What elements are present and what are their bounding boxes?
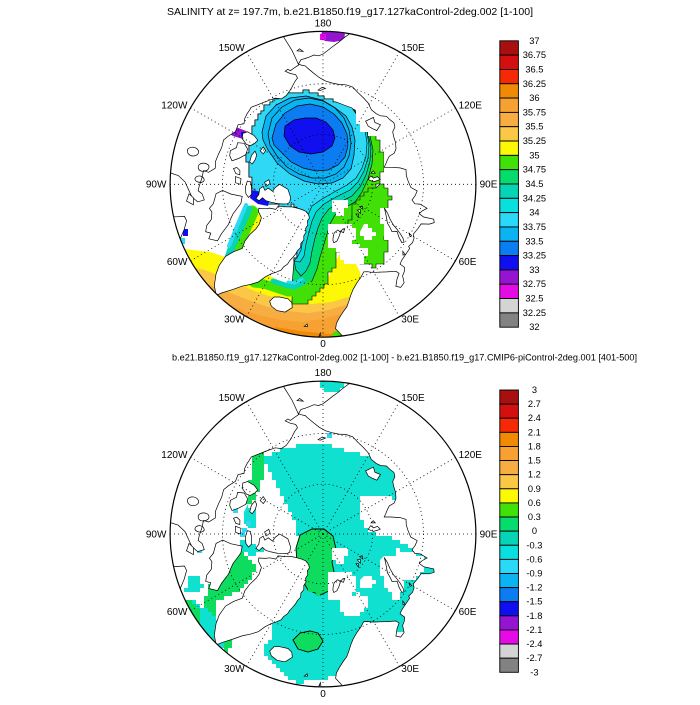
svg-text:2.1: 2.1 xyxy=(528,427,541,437)
svg-text:36.5: 36.5 xyxy=(525,64,543,74)
svg-text:-0.9: -0.9 xyxy=(526,569,542,579)
svg-text:150E: 150E xyxy=(401,393,425,404)
svg-text:90E: 90E xyxy=(480,529,498,540)
svg-text:34.5: 34.5 xyxy=(525,179,543,189)
svg-text:150E: 150E xyxy=(401,43,425,54)
svg-text:35: 35 xyxy=(529,150,539,160)
svg-text:2.7: 2.7 xyxy=(528,399,541,409)
svg-text:35.75: 35.75 xyxy=(523,107,546,117)
svg-text:60E: 60E xyxy=(459,607,477,618)
svg-text:120W: 120W xyxy=(161,101,188,112)
svg-text:60W: 60W xyxy=(167,607,188,618)
svg-text:34: 34 xyxy=(529,208,539,218)
svg-text:120E: 120E xyxy=(459,101,483,112)
svg-text:-1.5: -1.5 xyxy=(526,597,542,607)
svg-text:32.5: 32.5 xyxy=(525,294,543,304)
svg-text:30E: 30E xyxy=(401,664,419,675)
svg-text:120E: 120E xyxy=(459,450,483,461)
svg-text:3: 3 xyxy=(532,385,537,395)
svg-text:-0.3: -0.3 xyxy=(526,540,542,550)
svg-text:0.9: 0.9 xyxy=(528,484,541,494)
svg-text:180: 180 xyxy=(315,368,332,379)
svg-text:0.6: 0.6 xyxy=(528,498,541,508)
svg-text:1.2: 1.2 xyxy=(528,470,541,480)
svg-text:90W: 90W xyxy=(146,180,167,191)
svg-text:37: 37 xyxy=(529,36,539,46)
svg-text:30W: 30W xyxy=(224,314,245,325)
svg-text:0.3: 0.3 xyxy=(528,512,541,522)
svg-text:90W: 90W xyxy=(146,529,167,540)
svg-text:60W: 60W xyxy=(167,257,188,268)
svg-text:30E: 30E xyxy=(401,314,419,325)
svg-text:-2.7: -2.7 xyxy=(526,653,542,663)
svg-text:33.5: 33.5 xyxy=(525,236,543,246)
svg-text:-1.8: -1.8 xyxy=(526,611,542,621)
svg-text:-2.4: -2.4 xyxy=(526,639,542,649)
svg-text:35.25: 35.25 xyxy=(523,136,546,146)
svg-text:33.25: 33.25 xyxy=(523,251,546,261)
svg-text:-1.2: -1.2 xyxy=(526,583,542,593)
svg-text:b.e21.B1850.f19_g17.127kaContr: b.e21.B1850.f19_g17.127kaControl-2deg.00… xyxy=(172,353,637,363)
svg-text:60E: 60E xyxy=(459,257,477,268)
svg-text:36.75: 36.75 xyxy=(523,50,546,60)
svg-text:34.25: 34.25 xyxy=(523,193,546,203)
svg-text:2.4: 2.4 xyxy=(528,413,541,423)
svg-text:33: 33 xyxy=(529,265,539,275)
svg-text:-2.1: -2.1 xyxy=(526,625,542,635)
svg-text:0: 0 xyxy=(320,689,326,700)
svg-text:1.8: 1.8 xyxy=(528,441,541,451)
svg-text:0: 0 xyxy=(532,526,537,536)
svg-text:120W: 120W xyxy=(161,450,188,461)
svg-text:32.75: 32.75 xyxy=(523,279,546,289)
svg-text:-0.6: -0.6 xyxy=(526,554,542,564)
svg-text:30W: 30W xyxy=(224,664,245,675)
svg-text:32: 32 xyxy=(529,322,539,332)
svg-text:1.5: 1.5 xyxy=(528,456,541,466)
svg-text:34.75: 34.75 xyxy=(523,165,546,175)
svg-text:0: 0 xyxy=(320,339,326,350)
svg-text:180: 180 xyxy=(315,19,332,30)
svg-text:36.25: 36.25 xyxy=(523,79,546,89)
svg-text:90E: 90E xyxy=(480,180,498,191)
svg-text:150W: 150W xyxy=(219,43,246,54)
svg-text:32.25: 32.25 xyxy=(523,308,546,318)
svg-text:150W: 150W xyxy=(219,393,246,404)
svg-text:35.5: 35.5 xyxy=(525,122,543,132)
svg-text:33.75: 33.75 xyxy=(523,222,546,232)
svg-text:SALINITY at z= 197.7m, b.e21.B: SALINITY at z= 197.7m, b.e21.B1850.f19_g… xyxy=(167,6,533,18)
svg-text:-3: -3 xyxy=(530,667,538,677)
svg-text:36: 36 xyxy=(529,93,539,103)
